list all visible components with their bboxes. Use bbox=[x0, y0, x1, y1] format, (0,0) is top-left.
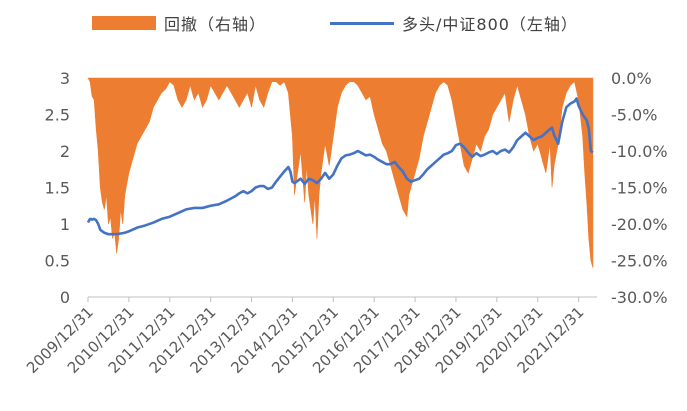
legend: 回撤（右轴） 多头/中证800（左轴） bbox=[0, 10, 687, 36]
legend-item-ratio: 多头/中证800（左轴） bbox=[330, 10, 578, 36]
left-tick-label: 1.5 bbox=[45, 179, 70, 198]
left-tick-label: 1 bbox=[60, 215, 70, 234]
left-tick-label: 3 bbox=[60, 69, 70, 88]
left-tick-label: 0 bbox=[60, 288, 70, 307]
axes bbox=[87, 296, 597, 302]
right-tick-label: -10.0% bbox=[611, 142, 668, 161]
right-tick-label: -25.0% bbox=[611, 252, 668, 271]
drawdown-area bbox=[87, 77, 594, 268]
x-axis-ticks: 2009/12/312010/12/312011/12/312012/12/31… bbox=[23, 303, 587, 377]
right-axis-ticks: -30.0% -25.0% -20.0% -15.0% -10.0% -5.0% 0.0% bbox=[611, 69, 668, 307]
legend-item-drawdown: 回撤（右轴） bbox=[92, 10, 266, 36]
right-tick-label: -30.0% bbox=[611, 288, 668, 307]
left-tick-label: 2.5 bbox=[45, 106, 70, 125]
left-axis-ticks: 0 0.5 1 1.5 2 2.5 3 bbox=[45, 69, 70, 307]
legend-label-drawdown: 回撤（右轴） bbox=[164, 15, 267, 34]
left-tick-label: 0.5 bbox=[45, 252, 70, 271]
legend-swatch-drawdown bbox=[92, 16, 156, 30]
right-tick-label: -15.0% bbox=[611, 179, 668, 198]
right-tick-label: -5.0% bbox=[611, 106, 657, 125]
legend-label-ratio: 多头/中证800（左轴） bbox=[402, 15, 578, 34]
right-tick-label: -20.0% bbox=[611, 215, 668, 234]
drawdown-series bbox=[87, 77, 594, 268]
ratio-line bbox=[86, 97, 594, 236]
left-tick-label: 2 bbox=[60, 142, 70, 161]
right-tick-label: 0.0% bbox=[611, 69, 652, 88]
legend-swatch-ratio bbox=[330, 21, 394, 25]
ratio-series bbox=[86, 97, 594, 236]
